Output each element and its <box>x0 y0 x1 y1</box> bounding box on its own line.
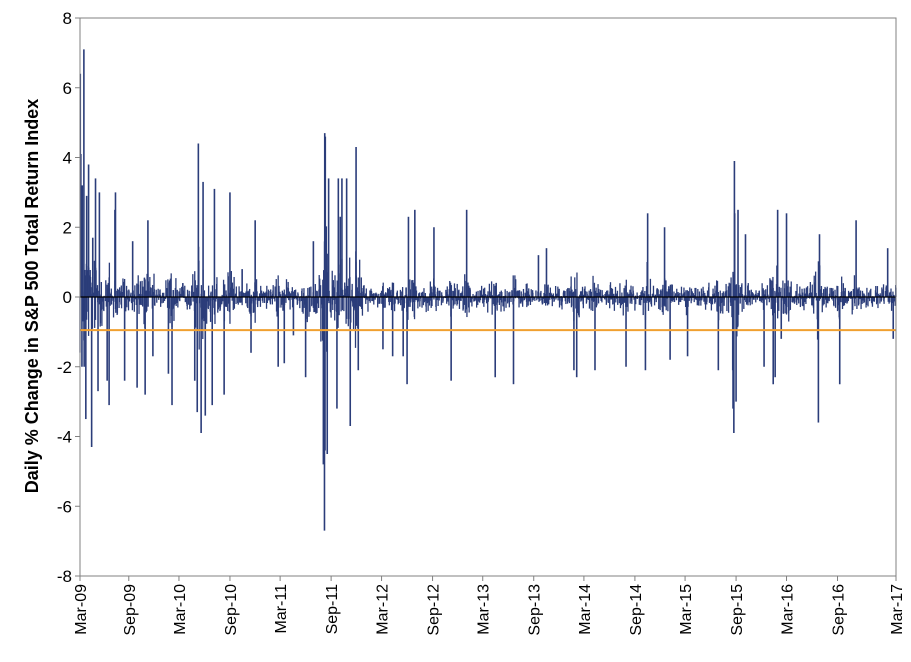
y-tick-label: 4 <box>63 149 72 168</box>
y-tick-label: 2 <box>63 218 72 237</box>
x-tick-label: Sep-12 <box>426 584 443 636</box>
x-tick-label: Sep-11 <box>324 584 341 635</box>
x-tick-label: Mar-10 <box>172 584 189 635</box>
x-tick-label: Mar-09 <box>73 584 90 635</box>
y-tick-label: -6 <box>57 497 72 516</box>
y-tick-label: -8 <box>57 567 72 586</box>
x-tick-label: Sep-14 <box>628 584 645 636</box>
x-tick-label: Sep-10 <box>223 584 240 636</box>
x-tick-label: Sep-09 <box>122 584 139 636</box>
x-tick-label: Mar-13 <box>476 584 493 635</box>
y-axis-title: Daily % Change in S&P 500 Total Return I… <box>22 99 42 493</box>
y-tick-label: -4 <box>57 428 72 447</box>
x-tick-label: Mar-16 <box>780 584 797 635</box>
x-tick-label: Sep-16 <box>831 584 848 636</box>
y-tick-label: 8 <box>63 9 72 28</box>
y-tick-label: 6 <box>63 79 72 98</box>
x-tick-label: Mar-14 <box>577 584 594 635</box>
y-tick-label: -2 <box>57 358 72 377</box>
x-tick-label: Mar-15 <box>678 584 695 635</box>
x-axis-ticks: Mar-09 Sep-09 Mar-10 Sep-10 Mar-11 Sep-11 Mar-… <box>73 576 906 636</box>
x-tick-label: Mar-17 <box>889 584 906 635</box>
y-tick-label: 0 <box>63 288 72 307</box>
x-tick-label: Sep-13 <box>527 584 544 636</box>
y-axis-ticks: 8 6 4 2 0 -2 -4 -6 -8 <box>57 9 80 586</box>
x-tick-label: Sep-15 <box>729 584 746 636</box>
x-tick-label: Mar-11 <box>273 584 290 634</box>
x-tick-label: Mar-12 <box>375 584 392 635</box>
